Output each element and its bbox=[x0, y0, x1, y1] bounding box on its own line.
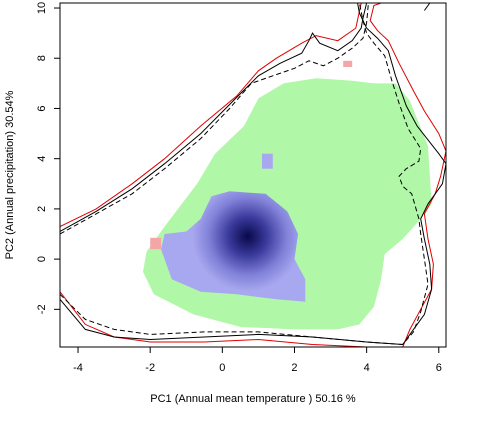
y-tick-label: 8 bbox=[36, 55, 48, 61]
y-tick-label: -2 bbox=[36, 304, 48, 314]
y-tick-label: 10 bbox=[36, 2, 48, 14]
pink-patch-1 bbox=[150, 237, 161, 250]
y-axis: -2 0 2 4 6 8 10 bbox=[36, 2, 60, 314]
density-region bbox=[161, 191, 306, 302]
y-axis-label: PC2 (Annual precipitation) 30.54% bbox=[4, 90, 16, 259]
x-tick-label: 6 bbox=[436, 362, 442, 374]
y-tick-label: 2 bbox=[36, 206, 48, 212]
x-tick-label: 4 bbox=[364, 362, 370, 374]
x-axis-label: PC1 (Annual mean temperature ) 50.16 % bbox=[150, 393, 356, 405]
contour-line-2 bbox=[60, 3, 362, 227]
y-tick-label: 6 bbox=[36, 105, 48, 111]
contour-line-4 bbox=[60, 3, 368, 232]
pink-patch-2 bbox=[343, 60, 353, 67]
x-tick-label: -2 bbox=[145, 362, 155, 374]
plot-frame bbox=[59, 2, 447, 348]
x-tick-label: -4 bbox=[73, 362, 83, 374]
density-small-patch bbox=[262, 153, 273, 169]
contour-lines bbox=[60, 3, 446, 347]
x-tick-label: 2 bbox=[291, 362, 297, 374]
y-tick-label: 0 bbox=[36, 256, 48, 262]
pink-patches bbox=[150, 60, 353, 250]
contour-line-5 bbox=[60, 3, 429, 346]
contour-line-3 bbox=[60, 3, 446, 346]
contour-line-6 bbox=[60, 3, 369, 235]
x-axis: -4 -2 0 2 4 6 bbox=[73, 347, 442, 374]
plot-area bbox=[60, 3, 446, 347]
contour-line-1 bbox=[60, 3, 446, 347]
x-tick-label: 0 bbox=[219, 362, 225, 374]
contour-line-7 bbox=[423, 3, 431, 11]
y-tick-label: 4 bbox=[36, 156, 48, 162]
